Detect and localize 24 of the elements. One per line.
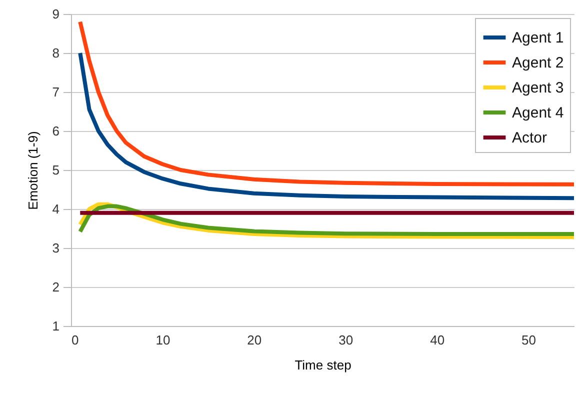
legend-label: Agent 1: [512, 30, 564, 46]
y-axis-title: Emotion (1-9): [25, 131, 40, 210]
legend-label: Actor: [512, 130, 548, 146]
y-tick-label: 2: [52, 280, 60, 294]
y-tick-label: 3: [52, 240, 60, 256]
y-tick-label: 6: [52, 124, 60, 138]
line-series: [78, 51, 574, 200]
x-tick-label: 10: [156, 332, 170, 348]
x-tick-label: 20: [247, 332, 262, 348]
y-tick-label: 7: [52, 84, 60, 100]
x-tick-label: 40: [430, 332, 445, 348]
x-tick-label: 30: [338, 332, 354, 348]
y-tick-label: 4: [52, 202, 60, 216]
y-tick-label: 1: [52, 318, 60, 334]
line-series: [78, 20, 574, 186]
y-tick-label: 5: [52, 162, 60, 178]
x-tick-label: 50: [522, 332, 536, 348]
x-tick-label: 0: [72, 332, 79, 348]
x-axis-title: Time step: [294, 358, 352, 372]
y-tick-label: 9: [52, 6, 60, 22]
legend-label: Agent 3: [512, 80, 564, 96]
legend-label: Agent 4: [512, 104, 564, 122]
legend-label: Agent 2: [512, 54, 564, 72]
y-tick-label: 8: [52, 46, 60, 60]
